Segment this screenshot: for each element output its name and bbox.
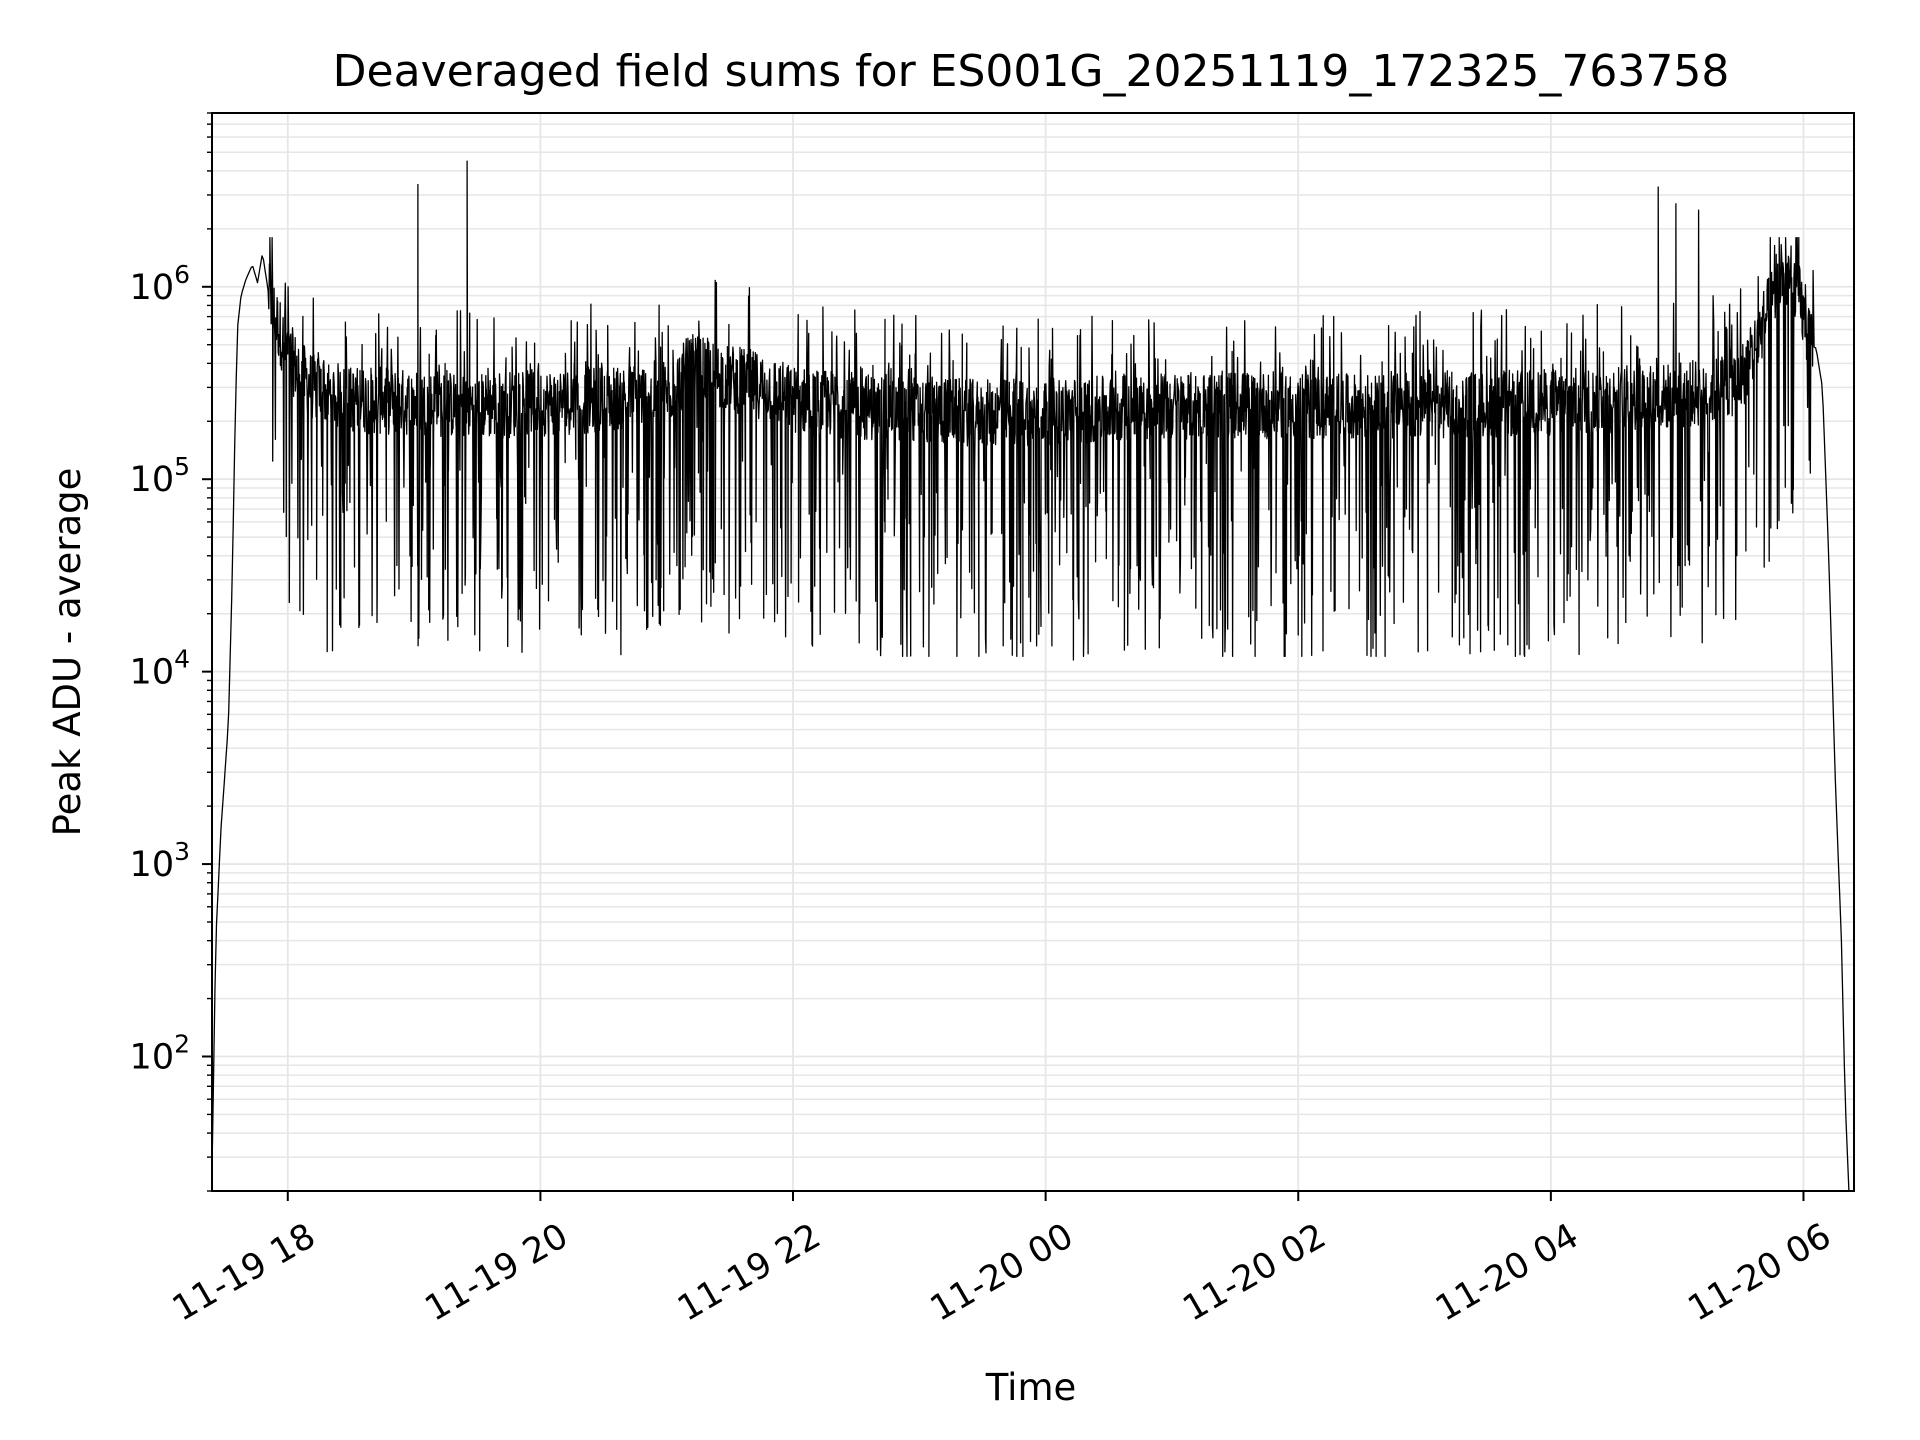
- x-axis-label: Time: [985, 1366, 1077, 1409]
- x-tick-label: 11-19 22: [671, 1216, 827, 1329]
- plot-frame: [211, 112, 1855, 1192]
- y-axis-label: Peak ADU - average: [46, 468, 89, 837]
- y-tick-label: 104: [130, 645, 190, 693]
- plot-area: [211, 112, 1855, 1192]
- chart-title: Deaveraged field sums for ES001G_2025111…: [333, 46, 1730, 97]
- y-tick-label: 103: [130, 837, 190, 885]
- y-tick-label: 106: [130, 260, 190, 308]
- x-tick-label: 11-19 20: [419, 1216, 575, 1329]
- y-tick-label: 102: [130, 1029, 190, 1077]
- x-tick-label: 11-20 00: [924, 1216, 1080, 1329]
- y-axis: 102 103 104 105 106: [130, 112, 212, 1192]
- grid: [212, 112, 1854, 1192]
- x-tick-label: 11-19 18: [166, 1216, 322, 1329]
- x-tick-label: 11-20 04: [1429, 1216, 1585, 1329]
- x-axis: 11-19 18 11-19 20 11-19 22 11-20 00 11-20 02…: [166, 1191, 1838, 1329]
- x-tick-label: 11-20 06: [1682, 1216, 1838, 1329]
- series-line: [211, 160, 1854, 1192]
- y-tick-label: 105: [130, 452, 190, 500]
- x-tick-label: 11-20 02: [1176, 1216, 1332, 1329]
